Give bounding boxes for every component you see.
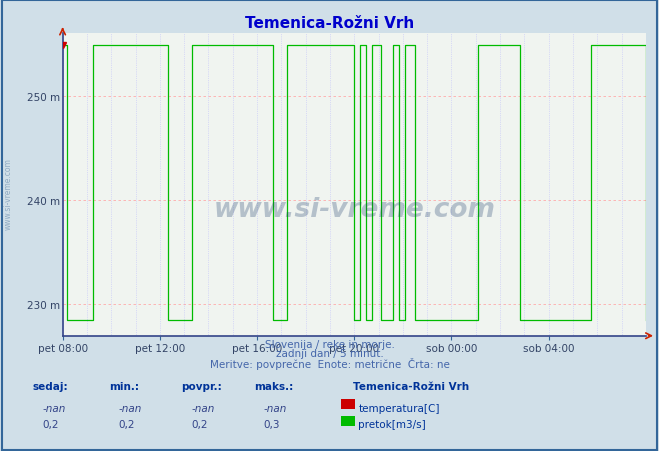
Text: Temenica-Rožni Vrh: Temenica-Rožni Vrh [353, 381, 469, 391]
Text: maks.:: maks.: [254, 381, 293, 391]
Text: Slovenija / reke in morje.: Slovenija / reke in morje. [264, 339, 395, 349]
Text: 0,2: 0,2 [191, 419, 208, 429]
Text: min.:: min.: [109, 381, 139, 391]
Text: www.si-vreme.com: www.si-vreme.com [3, 158, 13, 230]
Text: -nan: -nan [191, 403, 214, 413]
Text: Temenica-Rožni Vrh: Temenica-Rožni Vrh [245, 16, 414, 31]
Text: -nan: -nan [43, 403, 66, 413]
Text: -nan: -nan [264, 403, 287, 413]
Text: temperatura[C]: temperatura[C] [358, 403, 440, 413]
Text: 0,2: 0,2 [43, 419, 59, 429]
Text: 0,2: 0,2 [119, 419, 135, 429]
Text: -nan: -nan [119, 403, 142, 413]
Text: 0,3: 0,3 [264, 419, 280, 429]
Text: www.si-vreme.com: www.si-vreme.com [214, 196, 495, 222]
Text: zadnji dan / 5 minut.: zadnji dan / 5 minut. [275, 348, 384, 358]
Text: Meritve: povprečne  Enote: metrične  Črta: ne: Meritve: povprečne Enote: metrične Črta:… [210, 357, 449, 369]
Text: sedaj:: sedaj: [33, 381, 69, 391]
Text: povpr.:: povpr.: [181, 381, 222, 391]
Text: pretok[m3/s]: pretok[m3/s] [358, 419, 426, 429]
